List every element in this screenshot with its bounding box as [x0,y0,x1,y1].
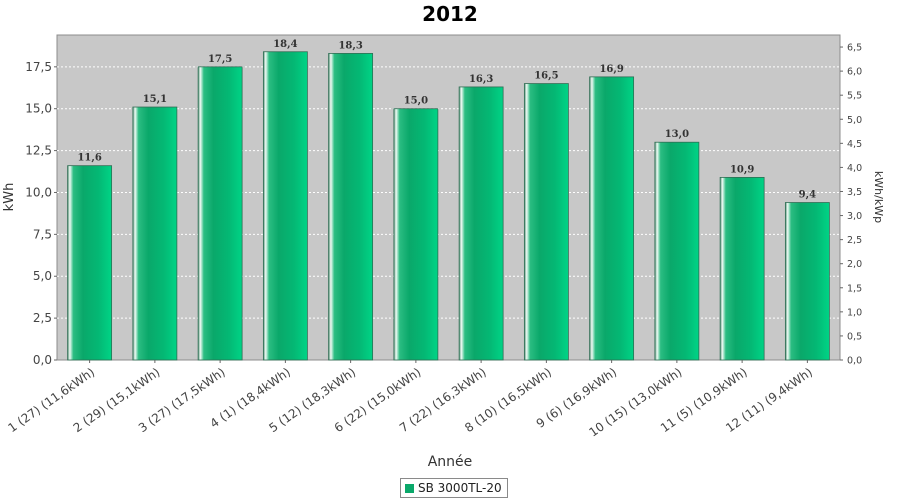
y2-tick-label: 6,5 [847,43,862,54]
plot-area [56,34,841,361]
bars: 11,6 15,1 17,5 18,4 18,3 15,0 16,3 16,5 16,9 13,0… [67,39,830,361]
legend: SB 3000TL-20 [400,478,508,498]
bar [328,53,374,361]
y2-tick-label: 5,5 [847,91,862,102]
y-tick-label: 2,5 [33,311,52,325]
bar-value-label: 11,6 [77,153,101,164]
y2-tick-label: 1,5 [847,283,862,294]
bar-value-label: 16,5 [534,71,558,82]
bar [719,176,765,361]
bar-value-label: 13,0 [665,129,689,140]
y2-tick-label: 2,5 [847,235,862,246]
y2-tick-label: 1,0 [847,307,862,318]
bar [197,66,243,361]
y-axis-left: 0,0 2,5 5,0 7,5 10,0 12,5 15,0 17,5 [25,60,57,367]
bar [654,141,700,361]
chart-title: 2012 [422,2,478,26]
bar [589,76,635,361]
y-tick-label: 15,0 [25,102,52,116]
y2-tick-label: 6,0 [847,67,862,78]
legend-label: SB 3000TL-20 [418,481,502,495]
bar-value-label: 15,0 [404,96,428,107]
bar-value-label: 18,4 [273,39,297,50]
y-tick-label: 7,5 [33,227,52,241]
y2-tick-label: 3,0 [847,211,862,222]
bar-value-label: 16,9 [599,64,623,75]
y-axis-label: kWh [2,183,17,212]
x-axis: 1 (27) (11,6kWh)2 (29) (15,1kWh)3 (27) (… [5,360,815,440]
bar [784,202,830,361]
bar-value-label: 15,1 [143,94,167,105]
y2-tick-label: 5,0 [847,115,862,126]
bar-value-label: 10,9 [730,164,754,175]
y2-tick-label: 3,5 [847,187,862,198]
bar [393,108,439,361]
bar [132,106,178,361]
y-tick-label: 5,0 [33,269,52,283]
legend-swatch [405,483,414,493]
y2-tick-label: 4,5 [847,139,862,150]
y2-tick-label: 4,0 [847,163,862,174]
bar [458,86,504,361]
y-tick-label: 0,0 [33,353,52,367]
y-tick-label: 12,5 [25,144,52,158]
bar-value-label: 17,5 [208,54,232,65]
y2-tick-label: 0,0 [847,356,862,367]
y-tick-label: 17,5 [25,60,52,74]
y2-tick-label: 0,5 [847,331,862,342]
y2-axis-label: kWh/kWp [872,171,885,223]
bar-value-label: 16,3 [469,74,493,85]
grid-lines [57,66,840,319]
bar [67,165,113,361]
y-tick-label: 10,0 [25,185,52,199]
bar [262,51,308,361]
y-axis-right: 0,0 0,5 1,0 1,5 2,0 2,5 3,0 3,5 4,0 4,5 5,0 5,5 6,0 6… [840,43,862,367]
y2-tick-label: 2,0 [847,259,862,270]
x-axis-label: Année [428,454,473,470]
bar-value-label: 18,3 [338,40,362,51]
bar [523,83,569,361]
bar-value-label: 9,4 [799,190,816,201]
